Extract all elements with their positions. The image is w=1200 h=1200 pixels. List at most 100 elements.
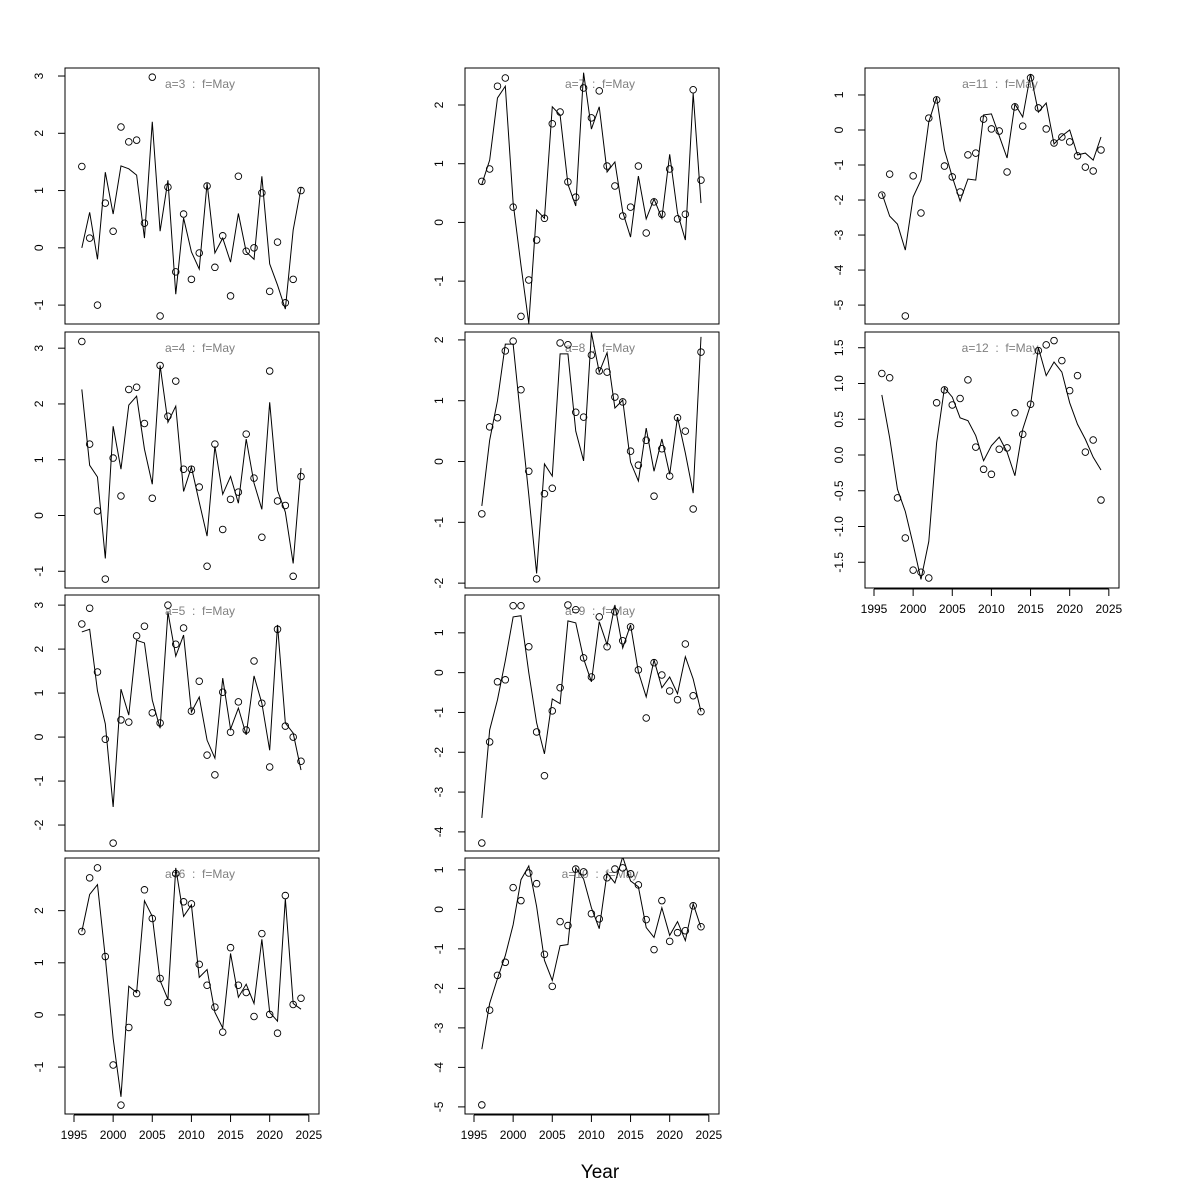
- y-tick-label: -2: [832, 194, 846, 205]
- observed-point: [940, 386, 949, 394]
- y-tick-label: 1: [32, 456, 46, 463]
- observed-point: [697, 176, 705, 184]
- observed-point: [156, 974, 164, 983]
- observed-point: [273, 497, 282, 505]
- panel: a=5 : f=May -2 -1 0 1 2 3: [32, 594, 320, 852]
- observed-point: [187, 707, 196, 715]
- observed-point: [234, 172, 243, 180]
- y-tick-label: -4: [432, 826, 446, 837]
- x-tick-label: 2000: [100, 1128, 127, 1142]
- panel-frame: [64, 857, 320, 1115]
- observed-point: [265, 763, 274, 771]
- observed-point: [273, 1029, 282, 1037]
- observed-point: [125, 385, 133, 394]
- panel: a=12 : f=May -1.5 -1.0 -0.5 0.0 0.5 1.0 1.5 1995…: [832, 331, 1122, 616]
- observed-point: [689, 902, 697, 910]
- observed-point: [195, 249, 203, 257]
- panel-title: a=4 : f=May: [165, 341, 235, 355]
- observed-point: [109, 839, 117, 847]
- observed-point: [626, 203, 635, 211]
- x-tick-label: 2015: [617, 1128, 644, 1142]
- observed-point: [525, 276, 533, 284]
- observed-point: [956, 188, 964, 196]
- y-tick-label: -3: [432, 786, 446, 797]
- observed-point: [265, 1010, 274, 1019]
- observed-point: [532, 575, 541, 583]
- observed-point: [509, 337, 517, 345]
- panel-title: a=9 : f=May: [565, 604, 635, 618]
- panel-title: a=11 : f=May: [962, 77, 1038, 91]
- observed-point: [964, 376, 972, 384]
- observed-point: [250, 657, 258, 665]
- observed-point: [909, 172, 917, 180]
- observed-point: [642, 436, 650, 444]
- plot-area: [478, 332, 705, 583]
- observed-point: [917, 209, 925, 217]
- observed-point: [956, 394, 964, 403]
- observed-point: [885, 170, 894, 178]
- observed-point: [885, 374, 894, 382]
- observed-point: [140, 219, 149, 227]
- panel: a=7 : f=May -1 0 1 2: [432, 67, 720, 325]
- observed-point: [1065, 386, 1074, 395]
- observed-point: [289, 275, 297, 284]
- y-tick-label: 1: [432, 397, 446, 404]
- observed-point: [603, 162, 611, 170]
- observed-point: [117, 716, 125, 724]
- observed-point: [681, 640, 690, 648]
- observed-point: [979, 465, 988, 474]
- observed-point: [650, 945, 658, 954]
- observed-point: [697, 348, 705, 356]
- observed-point: [1097, 496, 1105, 504]
- observed-point: [964, 151, 972, 159]
- observed-point: [548, 982, 557, 991]
- observed-point: [901, 534, 910, 542]
- fitted-line: [481, 604, 702, 818]
- observed-point: [101, 952, 110, 961]
- observed-point: [250, 1012, 258, 1021]
- x-tick-label: 2015: [1017, 602, 1044, 616]
- observed-point: [218, 688, 227, 696]
- observed-point: [564, 921, 572, 930]
- observed-point: [226, 495, 235, 504]
- observed-point: [501, 347, 510, 355]
- observed-point: [1018, 430, 1027, 439]
- observed-point: [517, 601, 525, 610]
- observed-point: [281, 722, 290, 730]
- observed-point: [281, 501, 290, 510]
- observed-point: [1058, 356, 1066, 365]
- panel: a=4 : f=May -1 0 1 2 3: [32, 331, 320, 589]
- observed-point: [525, 643, 533, 651]
- observed-point: [148, 914, 157, 923]
- observed-point: [572, 865, 580, 873]
- plot-area: [478, 72, 705, 324]
- observed-point: [1097, 146, 1105, 154]
- observed-point: [540, 950, 549, 959]
- observed-point: [109, 227, 117, 235]
- observed-point: [132, 989, 141, 998]
- observed-point: [587, 673, 596, 681]
- observed-point: [556, 339, 564, 347]
- observed-point: [493, 413, 502, 422]
- observed-point: [226, 292, 235, 300]
- observed-point: [297, 186, 305, 195]
- observed-point: [218, 232, 227, 240]
- observed-point: [125, 718, 133, 726]
- observed-point: [611, 865, 619, 873]
- observed-point: [195, 483, 203, 491]
- x-tick-label: 2000: [900, 602, 927, 616]
- observed-point: [665, 165, 674, 173]
- observed-point: [556, 684, 564, 692]
- observed-point: [101, 575, 110, 583]
- observed-point: [532, 236, 541, 244]
- observed-point: [987, 125, 996, 133]
- x-tick-label: 2025: [295, 1128, 322, 1142]
- y-tick-label: 2: [432, 336, 446, 343]
- observed-point: [1081, 163, 1090, 171]
- observed-point: [218, 1028, 227, 1036]
- x-tick-label: 1995: [461, 1128, 488, 1142]
- observed-point: [626, 870, 635, 878]
- y-tick-label: 0.5: [832, 411, 846, 428]
- observed-point: [485, 165, 494, 173]
- observed-point: [226, 728, 235, 736]
